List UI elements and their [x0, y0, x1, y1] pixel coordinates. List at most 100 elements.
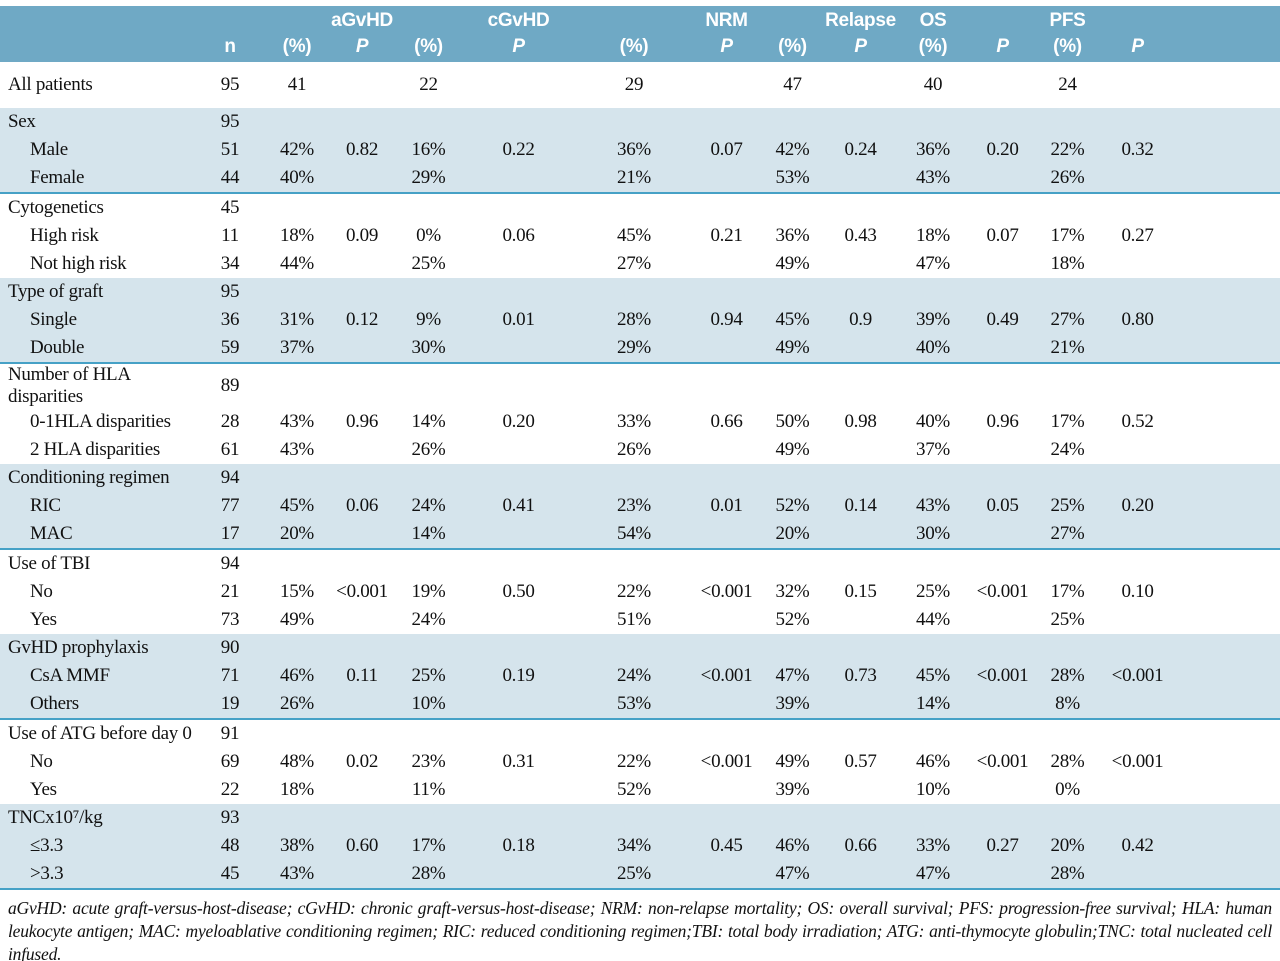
header-spacer — [195, 6, 265, 32]
cell-value: 22% — [575, 748, 693, 776]
cell-value: 69 — [195, 748, 265, 776]
table-row: 2 HLA disparities 61 43% 26% 26% 49% 37% 24% — [0, 436, 1280, 464]
cell-empty — [693, 363, 760, 408]
col-relapse-pct: (%) — [760, 32, 825, 62]
row-label-sub: Double — [0, 334, 195, 364]
cell-empty — [1100, 719, 1175, 748]
cell-value: 0.43 — [825, 222, 896, 250]
cell-empty — [760, 278, 825, 306]
cell-value: 17 — [195, 520, 265, 550]
spacer-cell — [1175, 464, 1280, 492]
cell-value: 89 — [195, 363, 265, 408]
cell-value: 49% — [760, 250, 825, 278]
cell-value: 25% — [896, 578, 970, 606]
row-label-sub: RIC — [0, 492, 195, 520]
cell-value: 40% — [896, 408, 970, 436]
cell-value: 22 — [195, 776, 265, 804]
cell-value: 94 — [195, 464, 265, 492]
cell-empty — [265, 464, 329, 492]
row-label-sub: No — [0, 578, 195, 606]
cell-value: 43% — [265, 860, 329, 890]
table-row: Conditioning regimen 94 — [0, 464, 1280, 492]
cell-empty — [329, 804, 395, 832]
spacer-cell — [1175, 520, 1280, 550]
cell-empty — [329, 606, 395, 634]
cell-value: 22 — [395, 62, 462, 108]
cell-empty — [693, 549, 760, 578]
spacer-cell — [1175, 776, 1280, 804]
cell-empty — [1100, 62, 1175, 108]
cell-value: 41 — [265, 62, 329, 108]
cell-empty — [462, 690, 575, 720]
spacer-cell — [1175, 108, 1280, 136]
table-row: Double 59 37% 30% 29% 49% 40% 21% — [0, 334, 1280, 364]
row-label-group: Cytogenetics — [0, 193, 195, 222]
header-spacer — [0, 6, 195, 32]
cell-empty — [329, 549, 395, 578]
cell-value: 28% — [1035, 748, 1100, 776]
cell-value: 21% — [575, 164, 693, 194]
spacer-cell — [1175, 690, 1280, 720]
cell-empty — [1100, 690, 1175, 720]
cell-empty — [1100, 363, 1175, 408]
cell-value: 47% — [760, 662, 825, 690]
cell-empty — [265, 719, 329, 748]
spacer-cell — [1175, 62, 1280, 108]
cell-empty — [462, 164, 575, 194]
cell-empty — [970, 250, 1035, 278]
cell-empty — [329, 776, 395, 804]
row-label-group: Type of graft — [0, 278, 195, 306]
spacer-cell — [1175, 634, 1280, 662]
col-group-relapse: Relapse — [825, 6, 896, 32]
cell-empty — [462, 860, 575, 890]
cell-value: 19% — [395, 578, 462, 606]
cell-empty — [896, 363, 970, 408]
cell-value: 26% — [395, 436, 462, 464]
cell-value: 37% — [265, 334, 329, 364]
cell-empty — [896, 278, 970, 306]
cell-empty — [970, 520, 1035, 550]
table-row: CsA MMF 71 46% 0.11 25% 0.19 24% <0.001 47% 0.73 4… — [0, 662, 1280, 690]
row-label-group: All patients — [0, 62, 195, 108]
spacer-cell — [1175, 136, 1280, 164]
table-header: aGvHD cGvHD NRM Relapse OS PFS n (%) P (… — [0, 6, 1280, 62]
cell-empty — [825, 719, 896, 748]
spacer-cell — [1175, 804, 1280, 832]
cell-value: 36% — [896, 136, 970, 164]
cell-value: 0.50 — [462, 578, 575, 606]
spacer-cell — [1175, 662, 1280, 690]
cell-value: 93 — [195, 804, 265, 832]
cell-value: 0.94 — [693, 306, 760, 334]
col-cgvhd-p: P — [462, 32, 575, 62]
cell-value: 25% — [575, 860, 693, 890]
spacer-cell — [1175, 363, 1280, 408]
cell-value: 23% — [395, 748, 462, 776]
col-pfs-pct: (%) — [1035, 32, 1100, 62]
cell-empty — [825, 520, 896, 550]
row-label-group: TNCx10⁷/kg — [0, 804, 195, 832]
spacer-cell — [1175, 408, 1280, 436]
cell-empty — [329, 363, 395, 408]
cell-value: 95 — [195, 108, 265, 136]
cell-empty — [825, 690, 896, 720]
col-group-nrm: NRM — [693, 6, 760, 32]
cell-value: <0.001 — [693, 748, 760, 776]
cell-empty — [693, 278, 760, 306]
cell-empty — [575, 719, 693, 748]
cell-value: 28% — [1035, 662, 1100, 690]
cell-empty — [970, 108, 1035, 136]
cell-value: 25% — [395, 250, 462, 278]
cell-value: 0.98 — [825, 408, 896, 436]
cell-value: 0.73 — [825, 662, 896, 690]
cell-empty — [1100, 860, 1175, 890]
cell-value: 0.9 — [825, 306, 896, 334]
cell-value: 17% — [1035, 222, 1100, 250]
cell-value: 94 — [195, 549, 265, 578]
cell-value: 30% — [896, 520, 970, 550]
cell-empty — [693, 464, 760, 492]
header-spacer — [0, 32, 195, 62]
cell-empty — [462, 804, 575, 832]
spacer-cell — [1175, 436, 1280, 464]
header-spacer — [1175, 32, 1280, 62]
cell-empty — [462, 606, 575, 634]
